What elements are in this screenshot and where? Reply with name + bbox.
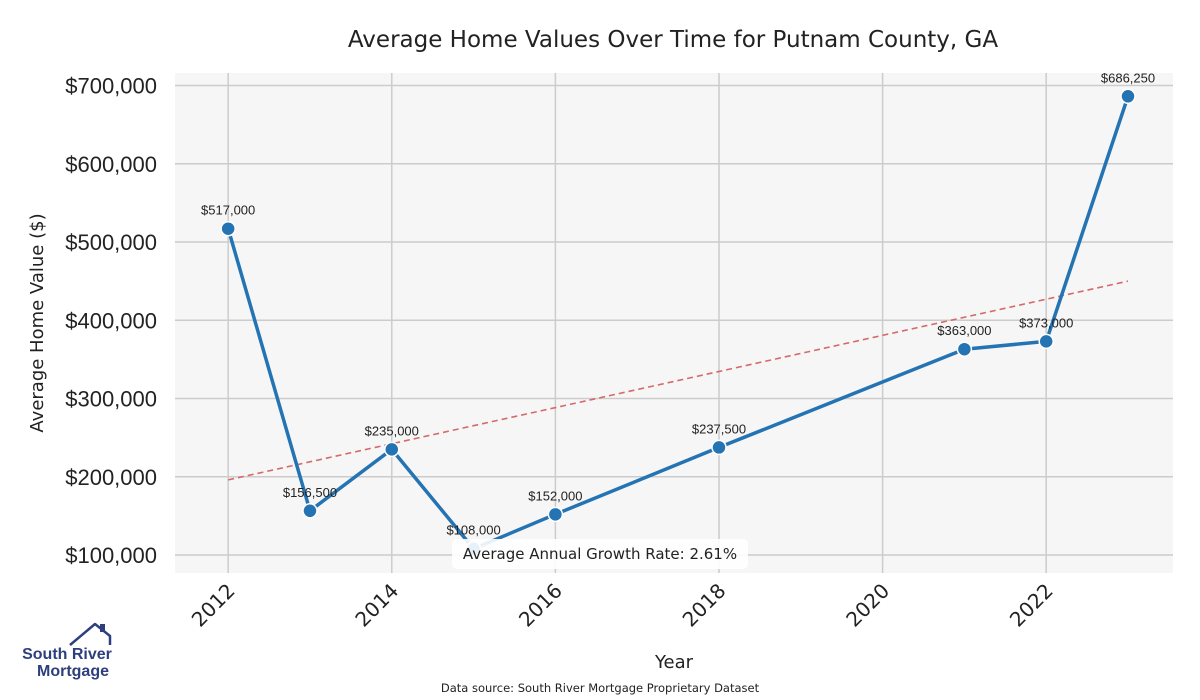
data-source-note: Data source: South River Mortgage Propri… xyxy=(441,681,760,695)
y-tick-label: $300,000 xyxy=(65,387,157,412)
growth-annotation-text: Average Annual Growth Rate: 2.61% xyxy=(463,545,737,563)
growth-annotation-box xyxy=(452,539,748,569)
x-tick-label: 2022 xyxy=(1005,579,1058,632)
x-axis-ticks: 2012 2014 2016 2018 2020 2022 xyxy=(187,579,1058,632)
x-axis-label: Year xyxy=(654,652,694,673)
data-label: $373,000 xyxy=(1019,315,1073,330)
y-tick-label: $100,000 xyxy=(65,543,157,568)
trend-line xyxy=(227,280,1129,481)
grid xyxy=(175,73,1173,573)
x-tick-label: 2020 xyxy=(841,579,894,632)
data-label: $517,000 xyxy=(201,203,255,218)
data-point xyxy=(956,341,973,357)
logo-line2: Mortgage xyxy=(37,663,109,680)
data-label: $363,000 xyxy=(937,323,991,338)
x-tick-label: 2016 xyxy=(514,579,567,632)
company-logo: South River Mortgage xyxy=(22,622,112,680)
y-tick-label: $400,000 xyxy=(65,308,157,333)
data-label: $152,000 xyxy=(528,488,582,503)
data-point xyxy=(220,220,236,237)
y-axis-ticks: $100,000 $200,000 $300,000 $400,000 $500,000… xyxy=(65,74,157,568)
data-point xyxy=(1038,333,1054,350)
y-tick-label: $200,000 xyxy=(65,465,157,490)
data-label: $686,250 xyxy=(1101,70,1155,85)
data-label: $235,000 xyxy=(365,423,419,438)
x-tick-label: 2012 xyxy=(187,579,240,632)
data-points xyxy=(220,88,1136,557)
chimney-icon xyxy=(100,624,105,632)
y-tick-label: $700,000 xyxy=(65,74,157,99)
data-label: $108,000 xyxy=(446,523,500,538)
data-point xyxy=(547,506,564,523)
x-tick-label: 2018 xyxy=(678,579,731,632)
data-labels: $517,000 $156,500 $235,000 $108,000 $152,000… xyxy=(201,70,1155,537)
y-axis-label: Average Home Value ($) xyxy=(27,213,48,432)
data-point xyxy=(302,503,318,519)
y-tick-label: $500,000 xyxy=(65,230,157,255)
y-tick-label: $600,000 xyxy=(65,152,157,177)
data-point xyxy=(384,441,400,458)
data-point xyxy=(711,439,727,456)
data-label: $156,500 xyxy=(283,485,337,500)
plot-area xyxy=(175,73,1173,573)
chart-title: Average Home Values Over Time for Putnam… xyxy=(348,27,998,53)
growth-annotation: Average Annual Growth Rate: 2.61% xyxy=(452,539,748,569)
logo-line1: South River xyxy=(22,646,112,663)
data-label: $237,500 xyxy=(692,421,746,436)
data-point xyxy=(1120,88,1136,105)
x-tick-label: 2014 xyxy=(350,579,403,632)
